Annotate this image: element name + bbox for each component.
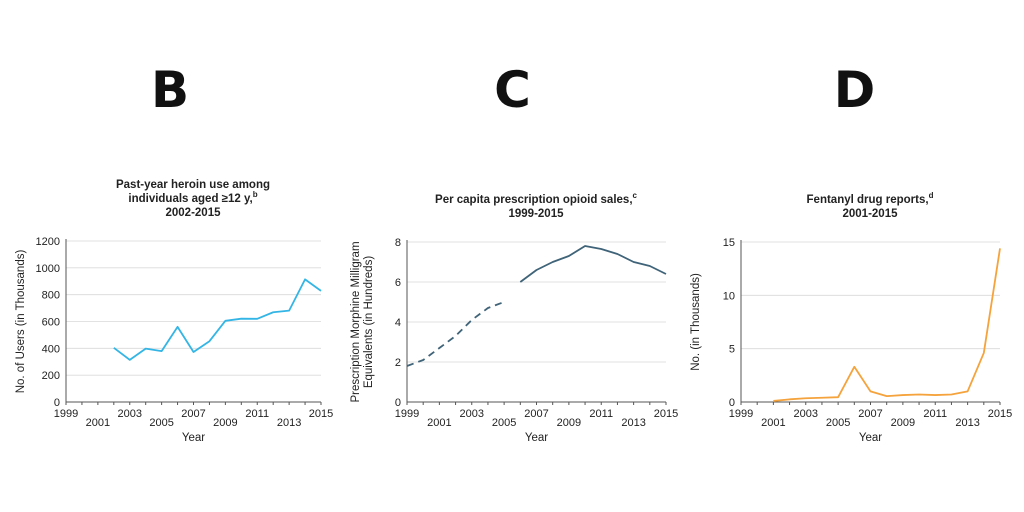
fentanyl-reports-chart: Fentanyl drug reports,d 2001-2015 0 5 10 15 19… — [690, 191, 1012, 444]
y-tick-label: 0 — [54, 397, 60, 409]
chart-title-line: 2001-2015 — [843, 208, 899, 220]
x-axis-label: Year — [859, 432, 882, 444]
title-footnote-marker: d — [929, 191, 934, 200]
x-tick-label: 2001 — [86, 417, 110, 429]
x-tick-label: 2007 — [858, 408, 882, 420]
x-tick-label: 2003 — [794, 408, 818, 420]
x-tick-label: 2009 — [891, 417, 915, 429]
x-tick-label: 2005 — [492, 417, 516, 429]
y-axis-label: Equivalents (in Hundreds) — [363, 256, 375, 388]
x-tick-label: 2011 — [589, 408, 613, 420]
y-tick-label: 6 — [395, 277, 401, 289]
opioid-series-line — [406, 301, 505, 367]
title-footnote-marker: c — [633, 191, 638, 200]
x-tick-label: 1999 — [395, 408, 419, 420]
x-axis-label: Year — [182, 432, 205, 444]
opioid-series-line — [519, 245, 667, 283]
x-tick-label: 2013 — [955, 417, 979, 429]
panel-c: C Per capita prescription opioid sales,c… — [340, 0, 685, 512]
panel-d: D Fentanyl drug reports,d 2001-2015 0 5 10 15… — [685, 0, 1024, 512]
y-tick-label: 8 — [395, 237, 401, 249]
chart-title-line: 1999-2015 — [509, 208, 565, 220]
x-tick-label: 2009 — [213, 417, 237, 429]
y-tick-label: 4 — [395, 317, 401, 329]
panel-letter-b: B — [150, 61, 190, 119]
chart-title-line: Past-year heroin use among — [116, 179, 270, 191]
x-tick-label: 2013 — [621, 417, 645, 429]
title-footnote-marker: b — [253, 190, 258, 199]
y-axis-label: No. of Users (in Thousands) — [15, 250, 27, 394]
heroin-series-line — [113, 278, 322, 361]
chart-title-line: Per capita prescription opioid sales,c — [435, 191, 637, 206]
chart-title-line: individuals aged ≥12 y,b — [128, 190, 257, 205]
y-axis-label: No. (in Thousands) — [690, 273, 702, 371]
x-tick-label: 2013 — [277, 417, 301, 429]
x-tick-label: 2009 — [557, 417, 581, 429]
y-tick-label: 0 — [395, 397, 401, 409]
x-tick-label: 2015 — [309, 408, 333, 420]
x-tick-label: 2015 — [654, 408, 678, 420]
opioid-sales-chart: Per capita prescription opioid sales,c 19… — [350, 191, 678, 444]
chart-title-line: Fentanyl drug reports,d — [807, 191, 934, 206]
y-tick-label: 800 — [42, 290, 60, 302]
x-tick-label: 2011 — [245, 408, 269, 420]
y-tick-label: 2 — [395, 357, 401, 369]
y-tick-label: 1200 — [36, 236, 60, 248]
y-tick-label: 1000 — [36, 263, 60, 275]
chart-title-line: 2002-2015 — [166, 207, 222, 219]
x-tick-label: 1999 — [54, 408, 78, 420]
x-tick-label: 2015 — [988, 408, 1012, 420]
x-tick-label: 2007 — [524, 408, 548, 420]
x-tick-label: 1999 — [729, 408, 753, 420]
x-tick-label: 2003 — [118, 408, 142, 420]
y-tick-label: 10 — [723, 290, 735, 302]
panel-letter-d: D — [833, 61, 876, 119]
y-tick-label: 5 — [729, 344, 735, 356]
x-tick-label: 2011 — [923, 408, 947, 420]
x-tick-label: 2007 — [181, 408, 205, 420]
y-tick-label: 600 — [42, 317, 60, 329]
y-axis-label: Prescription Morphine Milligram — [350, 241, 362, 402]
x-tick-label: 2005 — [149, 417, 173, 429]
x-tick-label: 2001 — [761, 417, 785, 429]
x-tick-label: 2001 — [427, 417, 451, 429]
y-tick-label: 0 — [729, 397, 735, 409]
fentanyl-series-line — [773, 248, 1001, 402]
panel-letter-c: C — [494, 61, 531, 119]
x-tick-label: 2005 — [826, 417, 850, 429]
x-tick-label: 2003 — [460, 408, 484, 420]
y-tick-label: 15 — [723, 237, 735, 249]
panel-b: B Past-year heroin use among individuals … — [0, 0, 340, 512]
x-axis-label: Year — [525, 432, 548, 444]
y-tick-label: 200 — [42, 370, 60, 382]
y-tick-label: 400 — [42, 343, 60, 355]
